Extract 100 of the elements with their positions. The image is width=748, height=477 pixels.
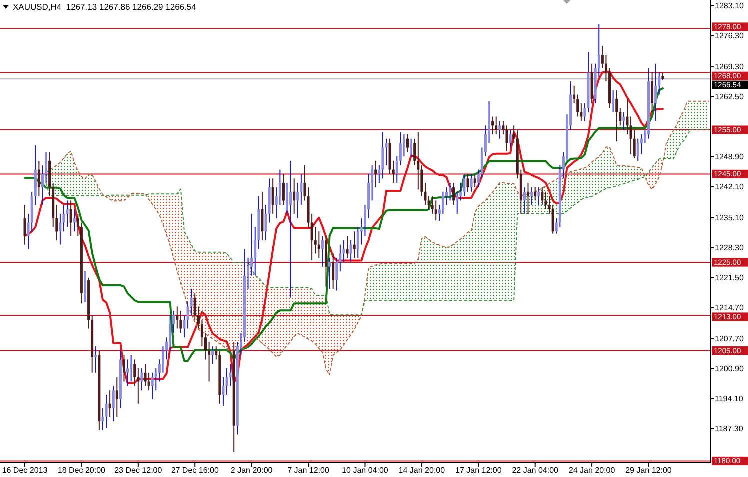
candlestick (264, 204, 268, 241)
candlestick (282, 174, 285, 206)
y-tick-label: 1200.90 (715, 364, 744, 374)
x-tick-label: 7 Jan 12:00 (288, 466, 330, 475)
candlestick (41, 164, 44, 206)
candlestick (24, 204, 26, 246)
candlestick (94, 346, 98, 374)
candlestick (180, 310, 182, 334)
y-tick-label: 1194.10 (715, 394, 744, 404)
candlestick (208, 342, 211, 382)
candlestick (442, 191, 444, 214)
line-series (46, 100, 710, 376)
candlestick (321, 236, 324, 268)
candlestick (261, 191, 264, 241)
candlestick (527, 182, 530, 214)
y-tick-label: 1228.30 (715, 243, 744, 252)
candlestick (212, 346, 214, 365)
candlestick (584, 103, 586, 122)
x-tick-label: 16 Dec 2013 (2, 466, 48, 475)
candlestick (151, 372, 154, 400)
candlestick (552, 204, 554, 234)
candlestick (651, 72, 654, 113)
candlestick (162, 346, 164, 374)
candlestick (226, 368, 228, 396)
candlestick (626, 98, 629, 135)
candlestick (293, 178, 296, 214)
candlestick (353, 231, 356, 259)
x-tick-label: 14 Jan 20:00 (398, 466, 446, 475)
candlestick (102, 408, 104, 431)
candlestick (523, 186, 526, 214)
candlestick (134, 359, 136, 387)
candlestick (463, 174, 466, 197)
candlestick (445, 186, 448, 206)
candlestick (410, 138, 413, 158)
candlestick (84, 270, 86, 303)
candlestick (272, 178, 274, 214)
candlestick (346, 236, 349, 259)
candlestick (45, 152, 48, 184)
candlestick (612, 90, 615, 113)
candlestick (314, 226, 317, 254)
candlestick (318, 231, 320, 259)
candlestick (290, 160, 292, 298)
candlestick (374, 160, 378, 188)
candlestick (382, 132, 384, 180)
candlestick (466, 174, 470, 192)
candlestick (495, 116, 498, 135)
candlestick (538, 186, 540, 206)
candlestick (286, 182, 289, 214)
candlestick (278, 169, 282, 206)
x-tick-label: 17 Jan 12:00 (456, 466, 502, 475)
y-tick-label: 1269.30 (715, 62, 744, 72)
chart-title: XAUUSD,H4 1267.13 1267.86 1266.29 1266.54 (13, 2, 197, 12)
x-tick-label: 23 Dec 12:00 (114, 466, 163, 475)
candlestick (59, 213, 62, 246)
candlestick (116, 376, 118, 418)
candlestick (229, 364, 232, 387)
candlestick (304, 164, 306, 202)
candlestick (428, 196, 430, 210)
candlestick (112, 386, 115, 422)
candlestick (470, 174, 473, 192)
candlestick (350, 240, 352, 264)
candlestick (190, 288, 193, 316)
candlestick (498, 120, 502, 140)
x-tick-label: 10 Jan 04:00 (342, 466, 389, 475)
candlestick (130, 354, 133, 382)
candlestick (604, 54, 608, 82)
candlestick (509, 130, 512, 148)
candlestick (126, 359, 130, 387)
candlestick (406, 134, 410, 153)
candlestick (636, 138, 640, 162)
candlestick (541, 186, 544, 206)
y-tick-label: 1242.10 (715, 182, 744, 192)
candlestick (417, 132, 420, 190)
candlestick (105, 394, 108, 429)
x-tick-label: 27 Dec 16:00 (171, 466, 220, 475)
y-tick-label: 1276.30 (715, 32, 744, 40)
candlestick (73, 209, 76, 232)
candlestick (414, 138, 416, 166)
x-tick-label: 22 Jan 04:00 (512, 466, 560, 475)
candlestick (492, 116, 494, 135)
y-tick-label: 1221.50 (715, 273, 744, 282)
candlestick (622, 112, 626, 131)
candlestick (633, 130, 636, 159)
candlestick (434, 200, 438, 222)
x-tick-label: 29 Jan 12:00 (626, 466, 672, 475)
candlestick (364, 204, 366, 237)
candlestick (654, 63, 658, 122)
candlestick (296, 182, 300, 219)
candlestick (332, 253, 335, 290)
x-tick-label: 24 Jan 20:00 (568, 466, 616, 475)
candlestick (122, 354, 126, 382)
candlestick (640, 134, 643, 155)
candlestick (402, 134, 406, 158)
candlestick (70, 200, 72, 237)
candlestick (148, 372, 150, 392)
candlestick (506, 125, 508, 152)
candlestick (644, 130, 646, 144)
y-tick-label: 1248.90 (715, 152, 744, 162)
candlestick (449, 182, 452, 202)
candlestick (176, 306, 179, 330)
